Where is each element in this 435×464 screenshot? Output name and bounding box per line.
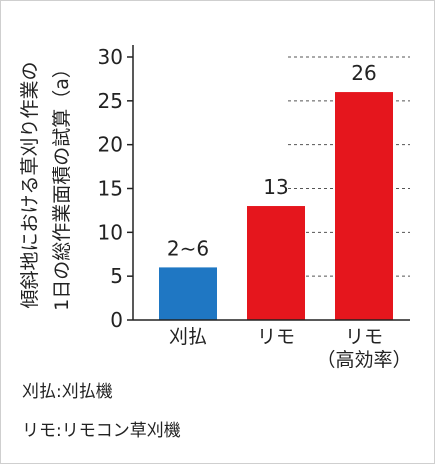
data-label-3: 26 [351,61,376,85]
data-label-1: 2∼6 [167,236,209,260]
x-tick-label-1-line-1: 刈払 [169,326,207,348]
y-tick-label-20: 20 [98,133,123,157]
x-tick-label-3-line-1: リモ [345,326,383,348]
x-tick-label-2-line-1: リモ [257,326,295,348]
y-tick-label-25: 25 [98,89,123,113]
x-tick-label-3-line-2: （高効率） [316,349,411,371]
y-axis-title-line-1: 傾斜地における草刈り作業の [19,61,41,308]
bar-2 [247,206,305,320]
bar-chart: 傾斜地における草刈り作業の 1日の総作業面積の試算（a） 0 5 10 15 20 25 30 2… [19,45,412,371]
bar-3 [335,92,393,320]
legend-note-karibarai: 刈払:刈払機 [22,382,113,402]
legend-note-rimo: リモ:リモコン草刈機 [22,421,181,441]
y-tick-label-30: 30 [98,45,123,69]
y-tick-label-15: 15 [98,177,123,201]
data-label-2: 13 [263,175,288,199]
y-tick-label-10: 10 [98,220,123,244]
y-tick-label-5: 5 [110,264,123,288]
y-tick-label-0: 0 [110,308,123,332]
bar-1 [159,267,217,320]
y-axis-title-line-2: 1日の総作業面積の試算（a） [51,59,73,311]
